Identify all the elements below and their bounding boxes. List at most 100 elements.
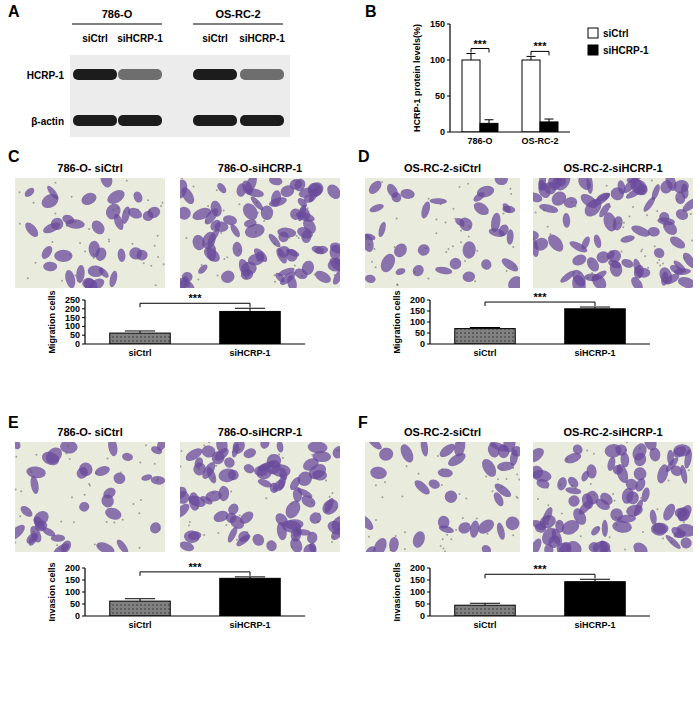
- pore: [664, 277, 666, 279]
- pore: [375, 484, 377, 486]
- pore: [557, 538, 559, 540]
- error-bar: [125, 331, 155, 333]
- pore: [446, 534, 448, 536]
- image-title: OS-RC-2-siHCRP-1: [563, 426, 662, 438]
- cell: [231, 442, 241, 458]
- pore: [465, 498, 467, 500]
- y-tick-label: 100: [65, 321, 80, 331]
- pore: [656, 262, 658, 264]
- pore: [459, 186, 461, 188]
- image-title: 786-O- siCtrl: [57, 162, 122, 174]
- pore: [543, 210, 545, 212]
- pore: [435, 232, 437, 234]
- cell: [61, 213, 76, 226]
- cell: [39, 244, 54, 261]
- cell: [490, 212, 502, 233]
- pore: [589, 261, 591, 263]
- cell: [257, 477, 274, 489]
- pore: [468, 226, 470, 228]
- pore: [396, 284, 398, 286]
- cell: [571, 506, 589, 527]
- pore: [458, 442, 460, 443]
- y-tick-label: 100: [410, 317, 425, 327]
- pore: [314, 273, 316, 275]
- pore: [476, 518, 478, 520]
- error-cap: [235, 308, 265, 309]
- y-tick-label: 50: [70, 599, 80, 609]
- micrograph: [365, 178, 520, 288]
- pore: [75, 221, 77, 223]
- pore: [435, 219, 437, 221]
- pore: [66, 225, 68, 227]
- error-cap: [235, 576, 265, 577]
- pore: [137, 209, 139, 211]
- pore: [618, 222, 620, 224]
- pore: [71, 196, 73, 198]
- pore: [636, 267, 638, 269]
- x-tick-label: siCtrl: [473, 348, 496, 358]
- y-tick-label: 150: [410, 575, 425, 585]
- pore: [131, 243, 133, 245]
- pore: [159, 528, 161, 530]
- y-tick-label: 250: [65, 295, 80, 305]
- cell: [23, 220, 41, 239]
- cell: [533, 537, 544, 552]
- pore: [626, 442, 628, 443]
- pore: [460, 241, 462, 243]
- pore: [107, 458, 109, 460]
- pore: [616, 524, 618, 526]
- cell: [305, 179, 326, 200]
- pore: [644, 255, 646, 257]
- plot-area: [462, 54, 558, 132]
- pore: [642, 531, 644, 533]
- pore: [291, 546, 293, 548]
- pore: [88, 228, 90, 230]
- cell: [205, 227, 221, 246]
- pore: [549, 233, 551, 235]
- cell: [99, 178, 115, 189]
- cell: [550, 527, 565, 547]
- group-label: 786-O: [102, 8, 133, 20]
- cell: [78, 500, 91, 513]
- pore: [625, 449, 627, 451]
- pore: [215, 465, 217, 467]
- pore: [566, 458, 568, 460]
- pore: [35, 520, 37, 522]
- pore: [220, 232, 222, 234]
- cell: [395, 267, 407, 276]
- cell: [89, 218, 107, 237]
- pore: [623, 222, 625, 224]
- cell: [366, 178, 384, 196]
- cell: [683, 449, 693, 469]
- pore: [294, 265, 296, 267]
- pore: [29, 469, 31, 471]
- pore: [238, 250, 240, 252]
- pore: [571, 201, 573, 203]
- pore: [624, 548, 626, 550]
- pore: [592, 276, 594, 278]
- x-axis: [430, 343, 650, 344]
- pore: [223, 209, 225, 211]
- pore: [612, 493, 614, 495]
- cell: [103, 506, 123, 522]
- cell: [107, 442, 119, 457]
- cell: [438, 524, 455, 535]
- pore: [73, 521, 75, 523]
- cell: [209, 199, 224, 218]
- pore: [273, 274, 275, 276]
- pore: [160, 205, 162, 207]
- pore: [443, 548, 445, 550]
- error-bar: [527, 56, 536, 60]
- cell: [94, 464, 112, 477]
- x-tick-label: siHCRP-1: [229, 620, 270, 630]
- micrograph: [15, 178, 165, 288]
- cell: [15, 442, 23, 451]
- pore: [192, 186, 194, 188]
- pore: [183, 284, 185, 286]
- pore: [428, 198, 430, 200]
- pore: [279, 475, 281, 477]
- pore: [502, 212, 504, 214]
- y-tick-label: 100: [410, 587, 425, 597]
- cell: [43, 262, 57, 272]
- pore: [265, 497, 267, 499]
